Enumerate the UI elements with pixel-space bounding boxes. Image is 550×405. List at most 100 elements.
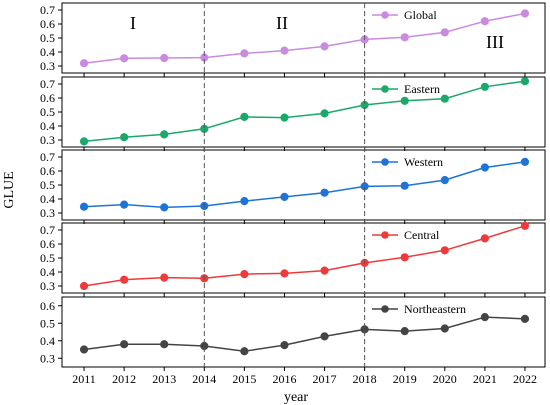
data-point — [280, 192, 289, 201]
panel-frame — [61, 222, 546, 294]
x-tick-label: 2013 — [152, 372, 176, 386]
legend-label-eastern: Eastern — [404, 82, 440, 96]
legend-marker — [381, 158, 389, 166]
region-label-i: I — [130, 13, 136, 33]
series-line-western — [84, 161, 526, 209]
region-label-iii: III — [486, 32, 504, 52]
series-line-central — [83, 225, 526, 287]
data-point — [520, 77, 530, 86]
data-point — [240, 112, 249, 121]
data-point — [79, 59, 89, 68]
legend-label-northeastern: Northeastern — [404, 302, 466, 316]
data-point — [400, 327, 409, 336]
region-label-ii: II — [276, 13, 288, 33]
data-point — [79, 281, 89, 291]
legend-label-global: Global — [404, 8, 437, 22]
y-tick-label: 0.4 — [40, 265, 55, 279]
y-tick-label: 0.5 — [40, 31, 55, 45]
y-tick-label: 0.3 — [40, 206, 55, 220]
y-tick-label: 0.5 — [40, 105, 55, 119]
x-axis-title: year — [284, 390, 308, 405]
data-point — [480, 17, 489, 26]
panel-central: 0.30.40.50.60.7 Central — [40, 221, 546, 297]
y-tick-label: 0.7 — [40, 150, 55, 164]
x-tick-label: 2016 — [272, 372, 296, 386]
data-point — [440, 176, 449, 185]
y-tick-label: 0.5 — [40, 178, 55, 192]
y-tick-label: 0.3 — [40, 351, 55, 365]
data-point — [160, 340, 169, 349]
data-point — [240, 49, 249, 58]
legend-label-western: Western — [404, 155, 443, 169]
panel-global: 0.30.40.50.60.7 Global — [40, 2, 546, 77]
legend-marker — [381, 85, 389, 93]
data-point — [79, 137, 89, 146]
data-point — [320, 109, 329, 118]
series-line-global — [83, 12, 526, 64]
data-point — [440, 246, 449, 255]
y-tick-label: 0.3 — [40, 279, 55, 293]
y-tick-label: 0.7 — [40, 77, 55, 91]
data-point — [400, 96, 409, 105]
x-tick-label: 2014 — [192, 372, 216, 386]
data-point — [320, 188, 329, 197]
data-point — [320, 266, 329, 275]
data-point — [520, 314, 530, 323]
legend-marker — [381, 231, 389, 239]
x-tick-label: 2018 — [353, 372, 377, 386]
data-point — [440, 94, 449, 103]
x-tick-label: 2019 — [393, 372, 417, 386]
data-point — [280, 113, 289, 122]
data-point — [280, 341, 289, 350]
data-point — [520, 221, 530, 230]
y-tick-label: 0.4 — [40, 192, 55, 206]
y-tick-label: 0.4 — [40, 45, 55, 59]
y-axis-title: GLUE — [2, 171, 17, 208]
data-point — [79, 345, 89, 354]
x-tick-label: 2022 — [513, 372, 537, 386]
y-tick-label: 0.5 — [40, 316, 55, 330]
data-point — [280, 269, 289, 278]
y-tick-label: 0.5 — [40, 251, 55, 265]
data-point — [120, 275, 129, 284]
legend-label-central: Central — [404, 228, 440, 242]
x-tick-label: 2011 — [72, 372, 96, 386]
data-point — [120, 200, 129, 209]
data-point — [160, 273, 169, 282]
data-point — [240, 270, 249, 279]
data-point — [480, 234, 489, 243]
data-point — [280, 46, 289, 55]
data-point — [440, 28, 449, 37]
y-tick-label: 0.6 — [40, 17, 55, 31]
x-tick-label: 2012 — [112, 372, 136, 386]
data-point — [240, 197, 249, 206]
data-point — [320, 332, 329, 341]
y-tick-label: 0.6 — [40, 91, 55, 105]
data-point — [160, 203, 169, 212]
legend-marker — [381, 11, 389, 19]
data-point — [480, 82, 489, 91]
data-point — [160, 130, 169, 139]
data-point — [120, 133, 129, 142]
data-point — [400, 33, 409, 42]
y-tick-label: 0.6 — [40, 237, 55, 251]
panel-eastern: 0.30.40.50.60.7 Eastern — [40, 76, 546, 151]
x-tick-label: 2015 — [232, 372, 256, 386]
y-tick-label: 0.4 — [40, 334, 55, 348]
data-point — [480, 313, 489, 322]
y-tick-label: 0.3 — [40, 133, 55, 147]
panel-northeastern: 0.3 0.4 0.5 0.6 Northeastern — [40, 296, 546, 371]
panel-frame — [61, 149, 546, 221]
data-point — [480, 163, 489, 172]
y-tick-label: 0.3 — [40, 59, 55, 73]
data-point — [520, 157, 530, 166]
data-point — [320, 42, 329, 51]
legend-marker — [381, 305, 389, 313]
series-line-eastern — [83, 80, 526, 143]
y-tick-label: 0.7 — [40, 3, 55, 17]
data-point — [120, 340, 129, 349]
y-tick-label: 0.7 — [40, 223, 55, 237]
series-line-northeastern — [83, 316, 525, 353]
y-tick-label: 0.6 — [40, 299, 55, 313]
y-tick-label: 0.6 — [40, 164, 55, 178]
